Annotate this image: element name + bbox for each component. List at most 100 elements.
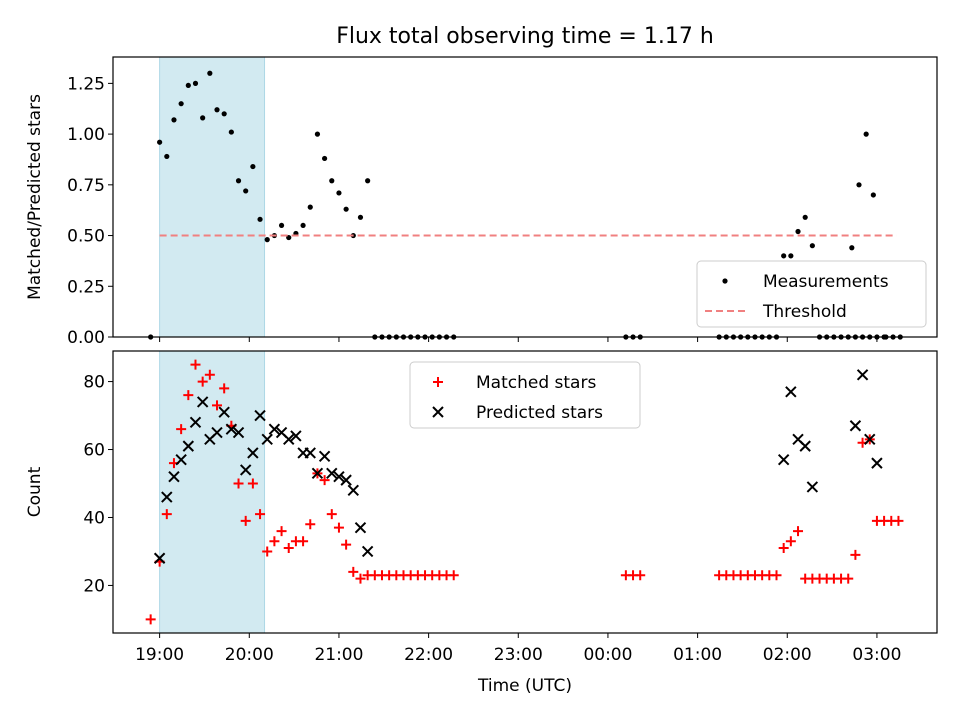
y-tick-label: 60	[83, 441, 105, 461]
x-tick-label: 23:00	[494, 645, 543, 665]
matched-star-point	[247, 478, 258, 489]
predicted-star-point	[153, 552, 166, 564]
matched-star-point	[269, 536, 280, 547]
predicted-star-point	[311, 467, 324, 480]
y-axis-label: Count	[25, 466, 45, 517]
measurement-point	[192, 80, 199, 86]
bottom-panel: 20 40 60 80 19:00 20:00 21:00 22:00 23:00 00:00 01…	[25, 350, 938, 696]
predicted-star-point	[283, 433, 295, 446]
predicted-star-point	[318, 450, 331, 463]
measurement-point	[809, 243, 815, 249]
y-tick-label: 0.75	[67, 176, 105, 196]
series-predicted-stars	[153, 369, 883, 564]
predicted-star-point	[304, 447, 316, 459]
y-tick-label: 80	[83, 373, 105, 393]
y-tick-label: 40	[83, 508, 105, 528]
matched-star-point	[190, 359, 201, 370]
y-tick-label: 1.25	[67, 74, 105, 94]
predicted-star-point	[218, 406, 230, 418]
measurement-point	[870, 192, 876, 198]
matched-star-point	[333, 522, 344, 533]
top-panel: 0.00 0.25 0.50 0.75 1.00 1.25 Matched/Predicte…	[25, 56, 938, 348]
legend-box	[696, 260, 927, 328]
matched-star-point	[212, 400, 223, 411]
measurement-point	[235, 178, 242, 184]
predicted-star-point	[261, 433, 273, 446]
matched-star-point	[635, 570, 646, 581]
measurement-point	[802, 214, 808, 220]
measurement-point	[171, 117, 177, 123]
y-tick-label: 20	[83, 576, 105, 596]
measurement-point	[307, 204, 313, 210]
predicted-star-point	[871, 457, 883, 469]
measurement-point	[781, 253, 787, 259]
x-tick-label: 22:00	[404, 645, 453, 665]
predicted-star-point	[196, 396, 209, 408]
x-tick-label: 02:00	[763, 645, 812, 665]
matched-star-point	[183, 390, 194, 401]
matched-star-point	[341, 539, 352, 550]
predicted-star-point	[806, 481, 819, 493]
y-tick-label: 0.25	[67, 277, 105, 297]
predicted-star-point	[361, 545, 374, 558]
x-tick-label: 21:00	[314, 645, 363, 665]
predicted-star-point	[354, 521, 367, 534]
measurement-point	[336, 190, 342, 196]
legend-box	[409, 361, 641, 429]
predicted-star-point	[290, 430, 302, 442]
matched-star-point	[145, 614, 156, 625]
axes-frame	[112, 56, 938, 338]
measurement-point	[200, 115, 206, 121]
x-tick-label: 20:00	[225, 645, 274, 665]
predicted-star-point	[225, 423, 238, 435]
predicted-star-point	[247, 447, 259, 459]
matched-star-point	[305, 519, 316, 530]
matched-star-point	[348, 566, 359, 577]
series-matched-stars	[145, 359, 904, 625]
matched-star-point	[355, 573, 366, 584]
x-tick-label: 03:00	[852, 645, 901, 665]
predicted-star-point	[340, 474, 352, 486]
matched-star-point	[233, 478, 244, 489]
matched-star-point	[240, 515, 251, 526]
predicted-star-point	[347, 484, 360, 497]
matched-star-point	[843, 573, 854, 584]
axes-frame	[112, 350, 938, 634]
chart-title: Flux total observing time = 1.17 h	[336, 24, 714, 49]
measurement-point	[343, 206, 349, 212]
x-axis-label: Time (UTC)	[477, 676, 572, 696]
measurement-point	[207, 70, 213, 76]
y-tick-label: 0.50	[67, 227, 105, 247]
predicted-star-point	[161, 491, 173, 503]
measurement-point	[322, 155, 328, 162]
measurement-point	[185, 82, 191, 89]
measurement-point	[329, 178, 335, 184]
y-tick-label: 1.00	[67, 125, 105, 145]
matched-star-point	[219, 383, 230, 394]
x-tick-label: 19:00	[135, 645, 184, 665]
predicted-star-point	[182, 440, 195, 452]
predicted-star-point	[232, 426, 245, 439]
measurement-point	[164, 153, 170, 160]
predicted-star-point	[239, 464, 252, 476]
measurement-point	[243, 188, 249, 194]
measurement-point	[264, 237, 270, 243]
legend-measurement-swatch	[722, 278, 728, 284]
matched-star-point	[204, 369, 215, 380]
matched-star-point	[850, 549, 861, 560]
predicted-star-point	[254, 409, 266, 422]
predicted-star-point	[799, 440, 811, 452]
predicted-star-point	[175, 454, 187, 466]
predicted-star-point	[168, 471, 180, 483]
legend: Measurements Threshold	[696, 260, 927, 328]
predicted-star-point	[268, 423, 281, 435]
measurement-point	[849, 245, 855, 251]
measurement-point	[178, 101, 184, 107]
measurement-point	[856, 182, 862, 188]
measurement-point	[300, 222, 306, 229]
measurement-point	[250, 163, 256, 170]
observing-interval-shade	[159, 56, 266, 338]
x-tick-label: 01:00	[673, 645, 722, 665]
